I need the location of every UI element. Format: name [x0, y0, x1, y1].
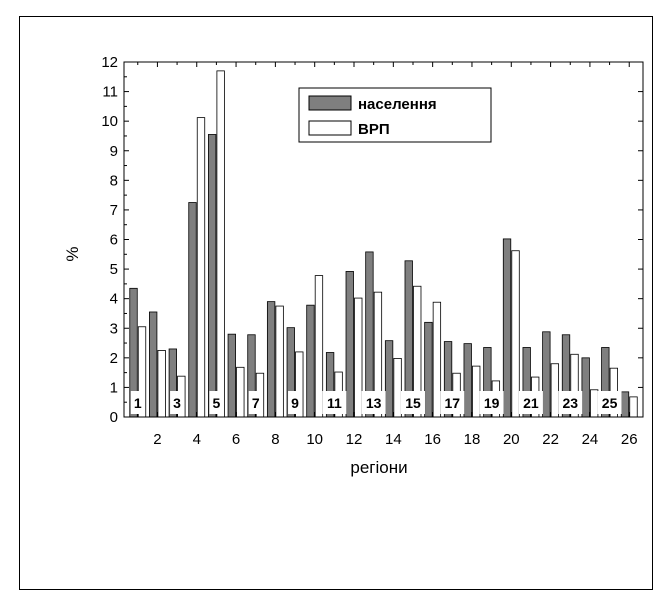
- region-box-label-5: 5: [212, 395, 220, 411]
- x-tick-label-6: 6: [232, 431, 240, 448]
- bar-grp-16: [432, 301, 442, 418]
- x-tick-label-12: 12: [346, 431, 363, 448]
- y-tick-label-11: 11: [102, 84, 118, 101]
- bar-population-8: [266, 301, 276, 418]
- region-box-label-13: 13: [366, 395, 382, 411]
- y-tick-label-1: 1: [110, 379, 118, 396]
- bar-grp-22: [550, 363, 560, 418]
- bar-population-12: [345, 271, 354, 418]
- bar-population-10: [306, 304, 315, 418]
- bar-grp-6: [236, 366, 245, 418]
- region-box-label-19: 19: [484, 395, 500, 411]
- region-box-bg-15: [400, 391, 425, 414]
- bar-population-14: [384, 340, 394, 418]
- x-tick-label-18: 18: [464, 431, 481, 448]
- bars-layer: [129, 70, 638, 418]
- bar-population-22: [542, 331, 551, 418]
- y-tick-label-3: 3: [110, 320, 118, 337]
- bar-grp-14: [393, 358, 402, 418]
- legend-swatch-population: [308, 95, 352, 111]
- bar-grp-5: [216, 70, 225, 418]
- x-axis-title: регіони: [350, 458, 407, 477]
- bar-grp-10: [314, 275, 324, 418]
- region-box-bg-17: [440, 391, 465, 414]
- y-tick-label-9: 9: [110, 143, 118, 160]
- region-box-bg-19: [479, 391, 504, 414]
- region-box-label-9: 9: [291, 395, 299, 411]
- bar-population-16: [424, 321, 433, 418]
- x-tick-label-4: 4: [193, 431, 201, 448]
- region-box-label-17: 17: [445, 395, 461, 411]
- y-axis-title: %: [63, 246, 82, 261]
- bar-grp-2: [157, 350, 166, 418]
- region-box-bg-21: [518, 391, 543, 414]
- bar-population-20: [502, 238, 512, 418]
- bar-population-5: [207, 134, 217, 418]
- x-tick-label-14: 14: [385, 431, 402, 448]
- bar-population-4: [188, 202, 197, 418]
- legend-swatch-grp: [308, 120, 352, 136]
- region-box-bg-1: [130, 391, 145, 414]
- x-tick-label-2: 2: [153, 431, 161, 448]
- y-tick-label-7: 7: [110, 202, 118, 219]
- bar-grp-4: [196, 117, 206, 418]
- x-tick-label-22: 22: [542, 431, 559, 448]
- x-tick-label-20: 20: [503, 431, 520, 448]
- bar-grp-12: [354, 297, 363, 418]
- bar-grp-26: [629, 396, 638, 418]
- legend-label-population: населення: [358, 96, 437, 113]
- bar-grp-18: [472, 365, 481, 418]
- y-tick-label-0: 0: [110, 409, 118, 426]
- x-tick-label-24: 24: [582, 431, 599, 448]
- region-box-bg-25: [597, 391, 622, 414]
- region-box-label-3: 3: [173, 395, 181, 411]
- region-box-label-7: 7: [252, 395, 260, 411]
- y-tick-label-10: 10: [101, 113, 118, 130]
- bar-grp-24: [590, 389, 599, 418]
- y-tick-label-12: 12: [101, 54, 118, 71]
- bar-population-26: [620, 391, 630, 418]
- region-box-label-23: 23: [562, 395, 578, 411]
- region-box-bg-23: [558, 391, 583, 414]
- region-box-label-11: 11: [327, 395, 342, 411]
- region-box-bg-5: [209, 391, 224, 414]
- bar-grp-20: [511, 250, 520, 418]
- region-box-label-21: 21: [523, 395, 539, 411]
- region-box-bg-11: [322, 391, 347, 414]
- region-box-bg-9: [288, 391, 303, 414]
- bar-population-24: [581, 357, 590, 418]
- x-tick-label-16: 16: [424, 431, 441, 448]
- bar-population-18: [463, 343, 472, 418]
- bar-population-2: [149, 311, 158, 418]
- region-box-bg-13: [361, 391, 386, 414]
- x-tick-label-8: 8: [271, 431, 279, 448]
- legend-label-grp: ВРП: [358, 121, 390, 138]
- region-box-bg-7: [248, 391, 263, 414]
- y-tick-label-6: 6: [110, 232, 118, 249]
- region-box-bg-3: [170, 391, 185, 414]
- region-box-labels: 1 3 5 7 9 11 13 15 17 19 21 23 25: [130, 391, 622, 414]
- x-tick-label-10: 10: [306, 431, 323, 448]
- bar-grp-8: [275, 305, 284, 418]
- y-tick-label-5: 5: [110, 261, 118, 278]
- y-tick-label-2: 2: [110, 350, 118, 367]
- y-tick-label-8: 8: [110, 172, 118, 189]
- region-box-label-15: 15: [405, 395, 421, 411]
- region-box-label-1: 1: [134, 395, 142, 411]
- region-box-label-25: 25: [602, 395, 618, 411]
- bar-population-6: [227, 333, 236, 418]
- y-tick-label-4: 4: [110, 291, 118, 308]
- legend: населення ВРП: [298, 87, 492, 143]
- x-tick-label-26: 26: [621, 431, 638, 448]
